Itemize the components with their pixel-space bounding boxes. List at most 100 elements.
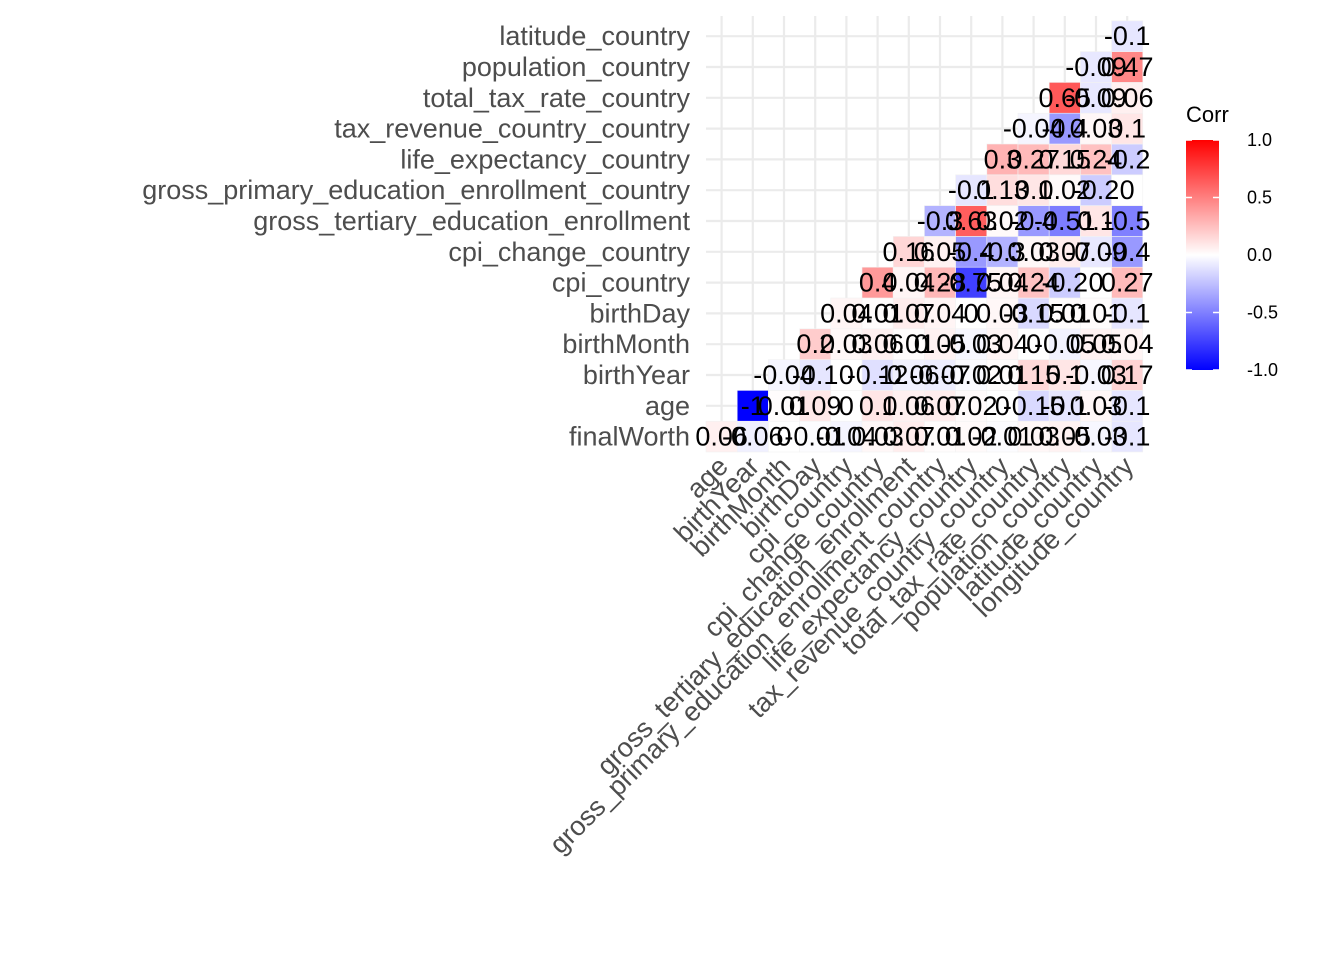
cell-value-label: -0.2 [1104,144,1151,174]
heatmap-cell [1017,359,1050,391]
cell-value-label: 0 [839,360,854,390]
heatmap-cell [1048,297,1081,330]
cell-value-label: 0.3 [984,144,1022,174]
heatmap-cell [768,390,800,422]
y-tick-label: cpi_change_country [448,237,690,267]
cell-value-label: 0.06 [695,422,748,452]
cell-value-label: 0.24 [1070,144,1123,174]
cell-value-label: 0 [1120,175,1135,205]
heatmap-cell [955,174,988,206]
cell-value-label: 0.27 [1007,144,1060,174]
y-tick-label: cpi_country [552,268,691,298]
cell-value-label: -0.15 [1003,298,1065,328]
y-tick-label: life_expectancy_country [400,144,690,174]
cell-value-label: 0.01 [883,329,936,359]
heatmap-cell [1017,297,1050,330]
cell-value-label: -0.2 [1042,268,1089,298]
legend-title: Corr [1186,102,1229,127]
heatmap-cell [1048,205,1081,237]
heatmap-cell [986,236,1019,268]
legend-tick-label: -0.5 [1247,303,1278,323]
cell-value-label: -0.4 [1042,114,1089,144]
x-axis-labels: agebirthYearbirthMonthbirthDaycpi_countr… [544,451,1140,860]
heatmap-cell [1048,112,1081,145]
cell-value-label: -0.1 [1042,391,1089,421]
cell-value-label: 0.03 [1007,237,1060,267]
heatmap-cell [1080,51,1112,83]
heatmap-cell [924,236,956,268]
y-tick-label: age [645,391,690,421]
cell-value-label: 0.01 [1070,298,1123,328]
heatmap-cell [986,328,1019,360]
heatmap-cell [1080,297,1112,330]
legend-tick-label: 0.0 [1247,245,1272,265]
cell-value-label: -0.1 [792,360,839,390]
cell-value-label: 0.04 [914,298,967,328]
cell-value-label: 0.04 [976,268,1029,298]
cell-value-label: 0.1 [859,391,897,421]
cell-value-label: 0.27 [1101,268,1154,298]
heatmap-cell [1080,328,1112,360]
cell-value-label: -0.01 [784,422,846,452]
heatmap-cell [1048,390,1081,422]
cell-value-label: -0.12 [847,360,909,390]
y-tick-label: birthYear [583,360,690,390]
cell-value-label: -0.4 [1104,237,1151,267]
heatmap-cell [1048,266,1081,299]
cell-value-label: -0.01 [972,422,1034,452]
heatmap-cell [1048,420,1081,453]
heatmap-cell [986,143,1019,176]
heatmap-cell [1048,328,1081,360]
cell-value-label: -0.06 [878,360,940,390]
cell-value-label: 0 [776,422,791,452]
heatmap-cell [1080,359,1112,391]
heatmap-cell [955,328,988,360]
cell-value-label: 0.04 [820,298,873,328]
cell-value-label: 0.02 [945,422,998,452]
heatmap-cell [1111,328,1144,360]
cell-value-label: -0.1 [1104,422,1151,452]
cell-value-label: -0.09 [1065,52,1127,82]
heatmap-cell [861,420,894,453]
legend-ticks: 1.0 0.5 0.0 -0.5 -1.0 [1186,130,1278,380]
cell-value-label: 0.03 [976,298,1029,328]
heatmap-cell [830,297,863,330]
cell-value-label: 0.47 [1101,52,1154,82]
cell-value-label: 0.63 [945,206,998,236]
cell-value-label: -0.03 [1065,360,1127,390]
cell-value-label: -0.5 [1104,206,1151,236]
cell-value-label: 0 [995,391,1010,421]
cell-value-label: -0.3 [979,237,1026,267]
heatmap-cell [830,390,863,422]
heatmap-cell [1017,328,1050,360]
cell-value-label: 0 [1088,268,1103,298]
heatmap-cell [1080,390,1112,422]
y-tick-label: tax_revenue_country_country [334,114,690,144]
cell-value-label: -0.1 [1104,21,1151,51]
heatmap-cell [1111,112,1144,145]
cell-value-label: -0.04 [1003,114,1065,144]
cell-value-label: 0.17 [1101,360,1154,390]
cell-value-label: 0.15 [1039,144,1092,174]
cell-value-label: 0.24 [1007,268,1060,298]
cell-value-label: -0.2 [1073,175,1120,205]
cell-value-label: 0.2 [796,329,834,359]
y-tick-label: birthMonth [562,329,690,359]
heatmap-cell [799,390,832,422]
y-tick-label: gross_primary_education_enrollment_count… [142,175,690,205]
cell-value-label: 0.01 [1039,298,1092,328]
cell-value-label: -0.09 [1065,83,1127,113]
y-tick-label: latitude_country [499,21,690,51]
cell-value-label: 0.04 [976,329,1029,359]
cell-value-label: 0.09 [789,391,842,421]
heatmap-cell [986,420,1019,453]
cell-value-label: 0.04 [883,268,936,298]
cell-value-label: -0.4 [1010,206,1057,236]
heatmap-cell [1017,112,1050,145]
heatmap-cell [986,205,1019,237]
cell-value-label: 0.02 [945,391,998,421]
cell-value-label: -0.04 [816,422,878,452]
cell-value-label: -0.15 [1003,391,1065,421]
heatmap-cell [892,297,925,330]
